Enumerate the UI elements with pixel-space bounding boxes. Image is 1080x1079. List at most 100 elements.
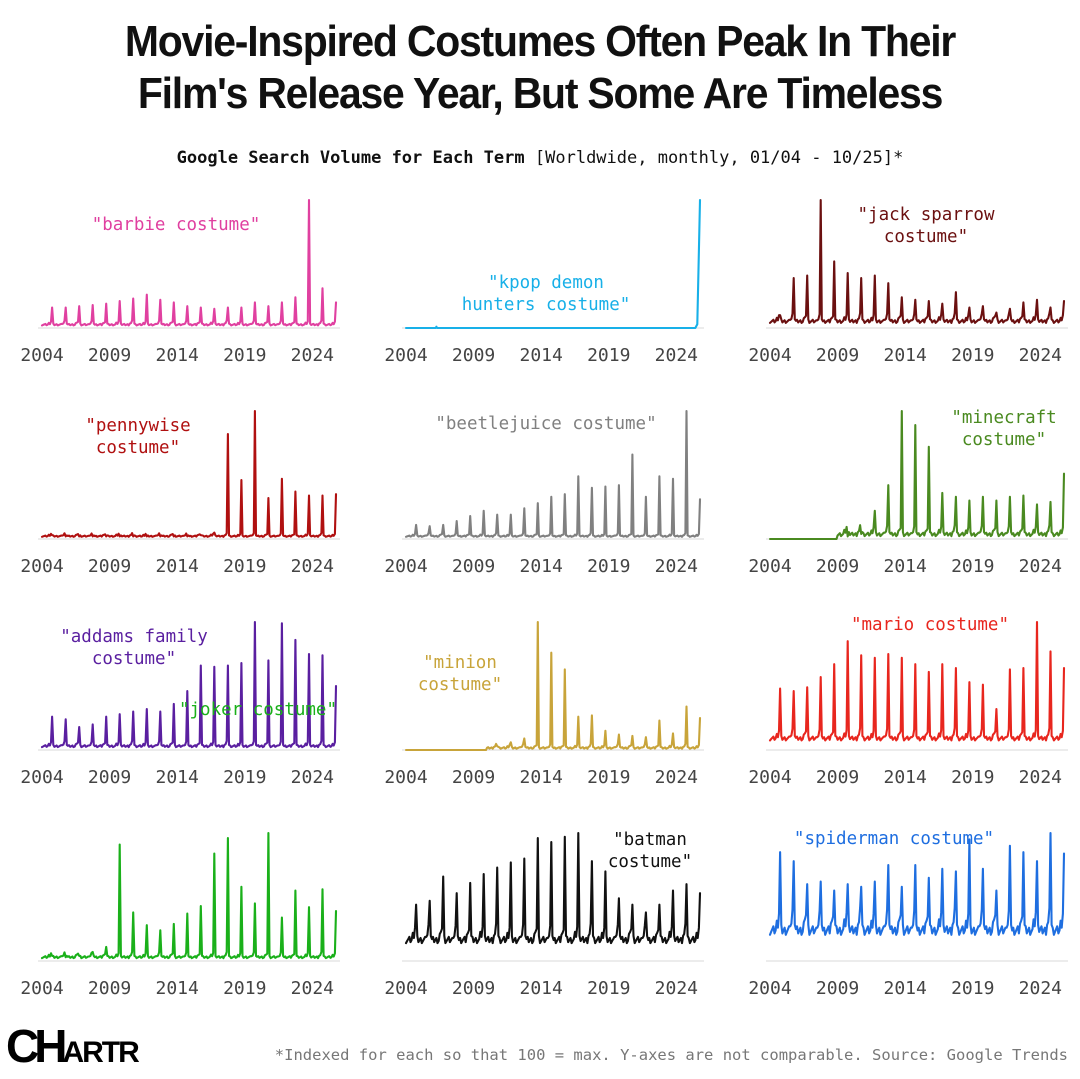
- panel-6: 2004 2009 2014 2019 2024 "minecraft costume": [748, 408, 1068, 577]
- x-tick-label: 2024: [1019, 978, 1062, 999]
- panel-4: 2004 2009 2014 2019 2024 "pennywise costume": [20, 409, 340, 577]
- series-line: [768, 409, 1066, 541]
- series-label: "minion costume": [418, 653, 502, 695]
- subtitle-main: Google Search Volume for Each Term: [176, 148, 525, 168]
- series-label: "joker costume": [179, 700, 337, 720]
- x-tick-label: 2024: [291, 767, 334, 788]
- series-label: "beetlejuice costume": [435, 414, 656, 434]
- x-tick-label: 2009: [452, 556, 495, 577]
- x-tick-label: 2004: [20, 345, 63, 366]
- panel-9: 2004 2009 2014 2019 2024 "mario costume": [748, 615, 1068, 788]
- series-line: [404, 620, 702, 752]
- x-tick-label: 2004: [748, 978, 791, 999]
- logo-lead: CH: [6, 1020, 67, 1072]
- series-label-line: "minion: [423, 653, 497, 673]
- x-tick-label: 2004: [748, 556, 791, 577]
- panel-11: 2004 2009 2014 2019 2024 "batman costume": [384, 830, 704, 999]
- series-label-line: costume": [92, 649, 176, 669]
- x-tick-label: 2009: [88, 556, 131, 577]
- series-line: [768, 831, 1066, 936]
- x-tick-label: 2024: [291, 345, 334, 366]
- x-tick-label: 2004: [748, 345, 791, 366]
- series-line: [40, 620, 338, 749]
- x-tick-label: 2009: [816, 978, 859, 999]
- series-label-line: costume": [884, 227, 968, 247]
- series-label-line: costume": [96, 438, 180, 458]
- series-label-line: costume": [608, 852, 692, 872]
- series-label: "batman costume": [608, 830, 692, 872]
- x-tick-label: 2014: [519, 345, 562, 366]
- series-label-line: "kpop demon: [488, 273, 604, 293]
- series-label: "kpop demon hunters costume": [462, 273, 631, 315]
- x-tick-label: 2004: [748, 767, 791, 788]
- series-label: "addams family costume": [60, 627, 208, 669]
- series-label: "spiderman costume": [794, 829, 994, 849]
- x-tick-label: 2014: [155, 556, 198, 577]
- x-tick-label: 2004: [20, 556, 63, 577]
- x-tick-label: 2009: [452, 767, 495, 788]
- x-tick-label: 2009: [816, 345, 859, 366]
- x-tick-label: 2019: [587, 345, 630, 366]
- x-tick-label: 2019: [951, 767, 994, 788]
- series-label-line: "mario costume": [851, 615, 1009, 635]
- panel-8: 2004 2009 2014 2019 2024 "minion costume": [384, 620, 704, 788]
- series-label-line: "spiderman costume": [794, 829, 994, 849]
- x-tick-label: 2019: [223, 345, 266, 366]
- x-tick-label: 2004: [20, 767, 63, 788]
- series-label-line: costume": [418, 675, 502, 695]
- x-tick-label: 2004: [20, 978, 63, 999]
- x-tick-label: 2019: [951, 345, 994, 366]
- series-label-line: "minecraft: [951, 408, 1056, 428]
- x-tick-label: 2014: [519, 767, 562, 788]
- source-footnote: *Indexed for each so that 100 = max. Y-a…: [274, 1046, 1068, 1064]
- panel-1: 2004 2009 2014 2019 2024 "barbie costume": [20, 198, 340, 366]
- x-tick-label: 2009: [816, 556, 859, 577]
- x-tick-label: 2019: [587, 767, 630, 788]
- panel-3: 2004 2009 2014 2019 2024 "jack sparrow costume…: [748, 198, 1068, 366]
- series-line: [40, 198, 338, 327]
- x-tick-label: 2014: [883, 345, 926, 366]
- panel-10: 2004 2009 2014 2019 2024 "joker costume": [20, 700, 340, 999]
- series-label-line: "pennywise: [85, 416, 190, 436]
- series-line: [768, 198, 1066, 324]
- series-label-line: "joker costume": [179, 700, 337, 720]
- series-line: [768, 620, 1066, 742]
- x-tick-label: 2019: [223, 767, 266, 788]
- series-line: [404, 831, 702, 945]
- x-tick-label: 2024: [1019, 556, 1062, 577]
- series-label-line: "jack sparrow: [858, 205, 995, 225]
- panel-5: 2004 2009 2014 2019 2024 "beetlejuice costume…: [384, 409, 704, 577]
- series-label: "jack sparrow costume": [858, 205, 995, 247]
- series-label-line: hunters costume": [462, 295, 631, 315]
- x-tick-label: 2009: [88, 978, 131, 999]
- x-tick-label: 2024: [655, 345, 698, 366]
- series-label: "barbie costume": [92, 215, 261, 235]
- x-tick-label: 2004: [384, 767, 427, 788]
- series-label-line: "batman: [613, 830, 687, 850]
- x-tick-label: 2024: [655, 556, 698, 577]
- x-tick-label: 2024: [291, 978, 334, 999]
- subtitle-range: [Worldwide, monthly, 01/04 - 10/25]*: [534, 148, 904, 168]
- x-tick-label: 2019: [223, 978, 266, 999]
- chart-title: Movie-Inspired Costumes Often Peak In Th…: [0, 16, 1080, 120]
- series-label-line: "beetlejuice costume": [435, 414, 656, 434]
- x-tick-label: 2014: [155, 767, 198, 788]
- series-label: "pennywise costume": [85, 416, 190, 458]
- logo-tail: ARTR: [62, 1036, 139, 1069]
- x-tick-label: 2009: [452, 345, 495, 366]
- series-label-line: "barbie costume": [92, 215, 261, 235]
- x-tick-label: 2024: [655, 767, 698, 788]
- x-tick-label: 2009: [816, 767, 859, 788]
- x-tick-label: 2024: [291, 556, 334, 577]
- series-line: [40, 831, 338, 960]
- x-tick-label: 2009: [452, 978, 495, 999]
- x-tick-label: 2019: [951, 556, 994, 577]
- series-line: [40, 409, 338, 538]
- chartr-logo: CHARTR: [6, 1020, 140, 1079]
- series-label: "minecraft costume": [951, 408, 1056, 450]
- x-tick-label: 2019: [587, 556, 630, 577]
- x-tick-label: 2024: [1019, 345, 1062, 366]
- panel-7: 2004 2009 2014 2019 2024 "addams family costum…: [20, 620, 340, 788]
- series-label-line: "addams family: [60, 627, 208, 647]
